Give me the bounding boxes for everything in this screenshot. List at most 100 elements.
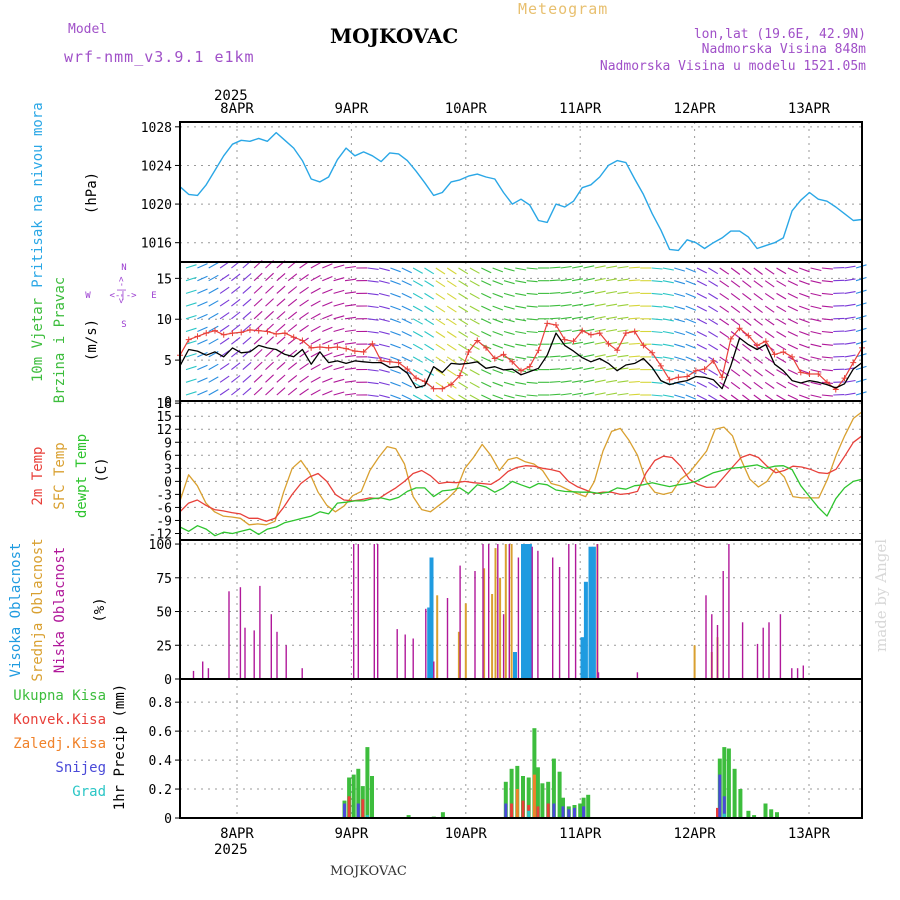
wind-arrow: [799, 343, 810, 349]
wind-arrow: [515, 343, 527, 347]
wind-arrow: [458, 267, 469, 275]
wind-arrow: [594, 303, 606, 307]
wind-arrow: [821, 267, 833, 270]
wind-arrow: [333, 327, 345, 333]
wind-arrow: [560, 304, 572, 307]
wind-arrow: [344, 342, 356, 345]
wind-gust-marker: [273, 330, 280, 337]
wind-arrow: [526, 381, 538, 384]
wind-arrow: [287, 324, 298, 332]
wind-arrow: [549, 355, 561, 358]
date-label-bottom: 9APR: [335, 826, 369, 842]
wind-arrow: [799, 330, 810, 336]
wind-arrow: [412, 267, 423, 274]
wind-arrow: [560, 329, 572, 333]
wind-arrow: [628, 380, 640, 383]
wind-arrow: [810, 292, 822, 297]
wind-arrow: [617, 316, 629, 320]
temp-ytick-label: 18: [156, 397, 172, 412]
direction-legend-n: N: [121, 263, 126, 273]
wind-gust-marker: [220, 331, 227, 338]
temp-ytick-label: -12: [149, 527, 172, 542]
cloud-low-bar: [558, 567, 561, 679]
wind-arrow: [492, 318, 504, 324]
wind-arrow: [753, 280, 763, 288]
wind-arrow: [515, 280, 527, 284]
wind-arrow: [231, 387, 241, 396]
temp-ytick-label: 0: [164, 475, 172, 490]
wind-arrow: [401, 305, 412, 312]
date-label-top: 10APR: [445, 101, 488, 117]
wind-arrow: [435, 331, 446, 338]
wind-arrow: [730, 356, 741, 364]
wind-arrow: [583, 290, 595, 294]
wind-arrow: [310, 363, 321, 371]
wind-arrow: [469, 356, 480, 363]
wind-arrow: [253, 272, 263, 282]
wind-gust-marker: [500, 351, 507, 358]
wind-arrow: [253, 336, 263, 345]
wind-arrow: [322, 314, 333, 320]
wind-gust-marker: [640, 342, 647, 349]
cloud-low-bar: [404, 634, 406, 679]
wind-arrow: [412, 369, 423, 376]
wind-arrow: [390, 292, 401, 298]
wind-arrow: [617, 354, 629, 358]
wind-ytick-label: 5: [164, 354, 172, 369]
wind-arrow: [197, 326, 208, 333]
wind-arrow: [821, 343, 833, 346]
date-label-bottom: 13APR: [788, 826, 831, 842]
wind-arrow: [696, 280, 708, 287]
wind-arrow: [390, 343, 401, 349]
wind-arrow: [606, 303, 618, 307]
wind-arrow: [821, 394, 833, 397]
direction-legend-mid: <-|->: [109, 291, 137, 301]
wind-arrow: [719, 292, 730, 301]
wind-arrow: [549, 292, 561, 294]
wind-arrow: [197, 263, 208, 269]
wind-arrow: [662, 343, 674, 347]
precip-bar-0: [752, 815, 757, 818]
wind-arrow: [594, 354, 606, 358]
wind-gust-marker: [552, 321, 559, 328]
wind-arrow: [719, 280, 730, 288]
wind-arrow: [446, 369, 457, 377]
wind-arrow: [628, 292, 640, 294]
wind-ylabel-1: 10m Vjetar: [30, 298, 46, 382]
cloud-mid-bar: [693, 645, 696, 679]
cloud-low-bar: [552, 557, 554, 679]
wind-arrow: [401, 267, 412, 274]
wind-arrow: [776, 331, 787, 338]
precip-frame: [179, 678, 863, 819]
wind-arrow: [503, 343, 515, 348]
wind-arrow: [208, 338, 219, 345]
wind-arrow: [719, 331, 730, 339]
wind-arrow: [651, 305, 663, 308]
wind-arrow: [265, 361, 274, 371]
pressure-ytick-label: 1020: [141, 198, 172, 213]
wind-arrow: [481, 381, 492, 388]
temp-unit: (C): [94, 457, 110, 482]
wind-gust-marker: [526, 363, 533, 370]
cloud-low-bar: [377, 544, 379, 679]
precip-bar-0: [356, 768, 361, 818]
temp-ylabel-sfc: SFC Temp: [52, 442, 68, 509]
wind-arrow: [424, 343, 435, 351]
wind-arrow: [526, 356, 538, 359]
wind-arrow: [674, 343, 686, 348]
wind-arrow: [572, 265, 583, 269]
pressure-frame: [179, 121, 863, 263]
wind-arrow: [299, 375, 309, 383]
wind-gust-marker: [754, 342, 761, 349]
wind-arrow: [322, 326, 333, 333]
wind-gust-marker: [448, 381, 455, 388]
wind-speed-line: [179, 332, 863, 390]
cloud-low-bar: [357, 544, 359, 679]
cloud-low-bar: [446, 598, 449, 679]
wind-arrow: [322, 263, 333, 269]
wind-arrow: [378, 369, 390, 373]
wind-arrow: [651, 292, 663, 295]
chart-title: Meteogram: [518, 0, 608, 18]
wind-arrow: [787, 305, 799, 312]
wind-arrow: [492, 280, 504, 286]
